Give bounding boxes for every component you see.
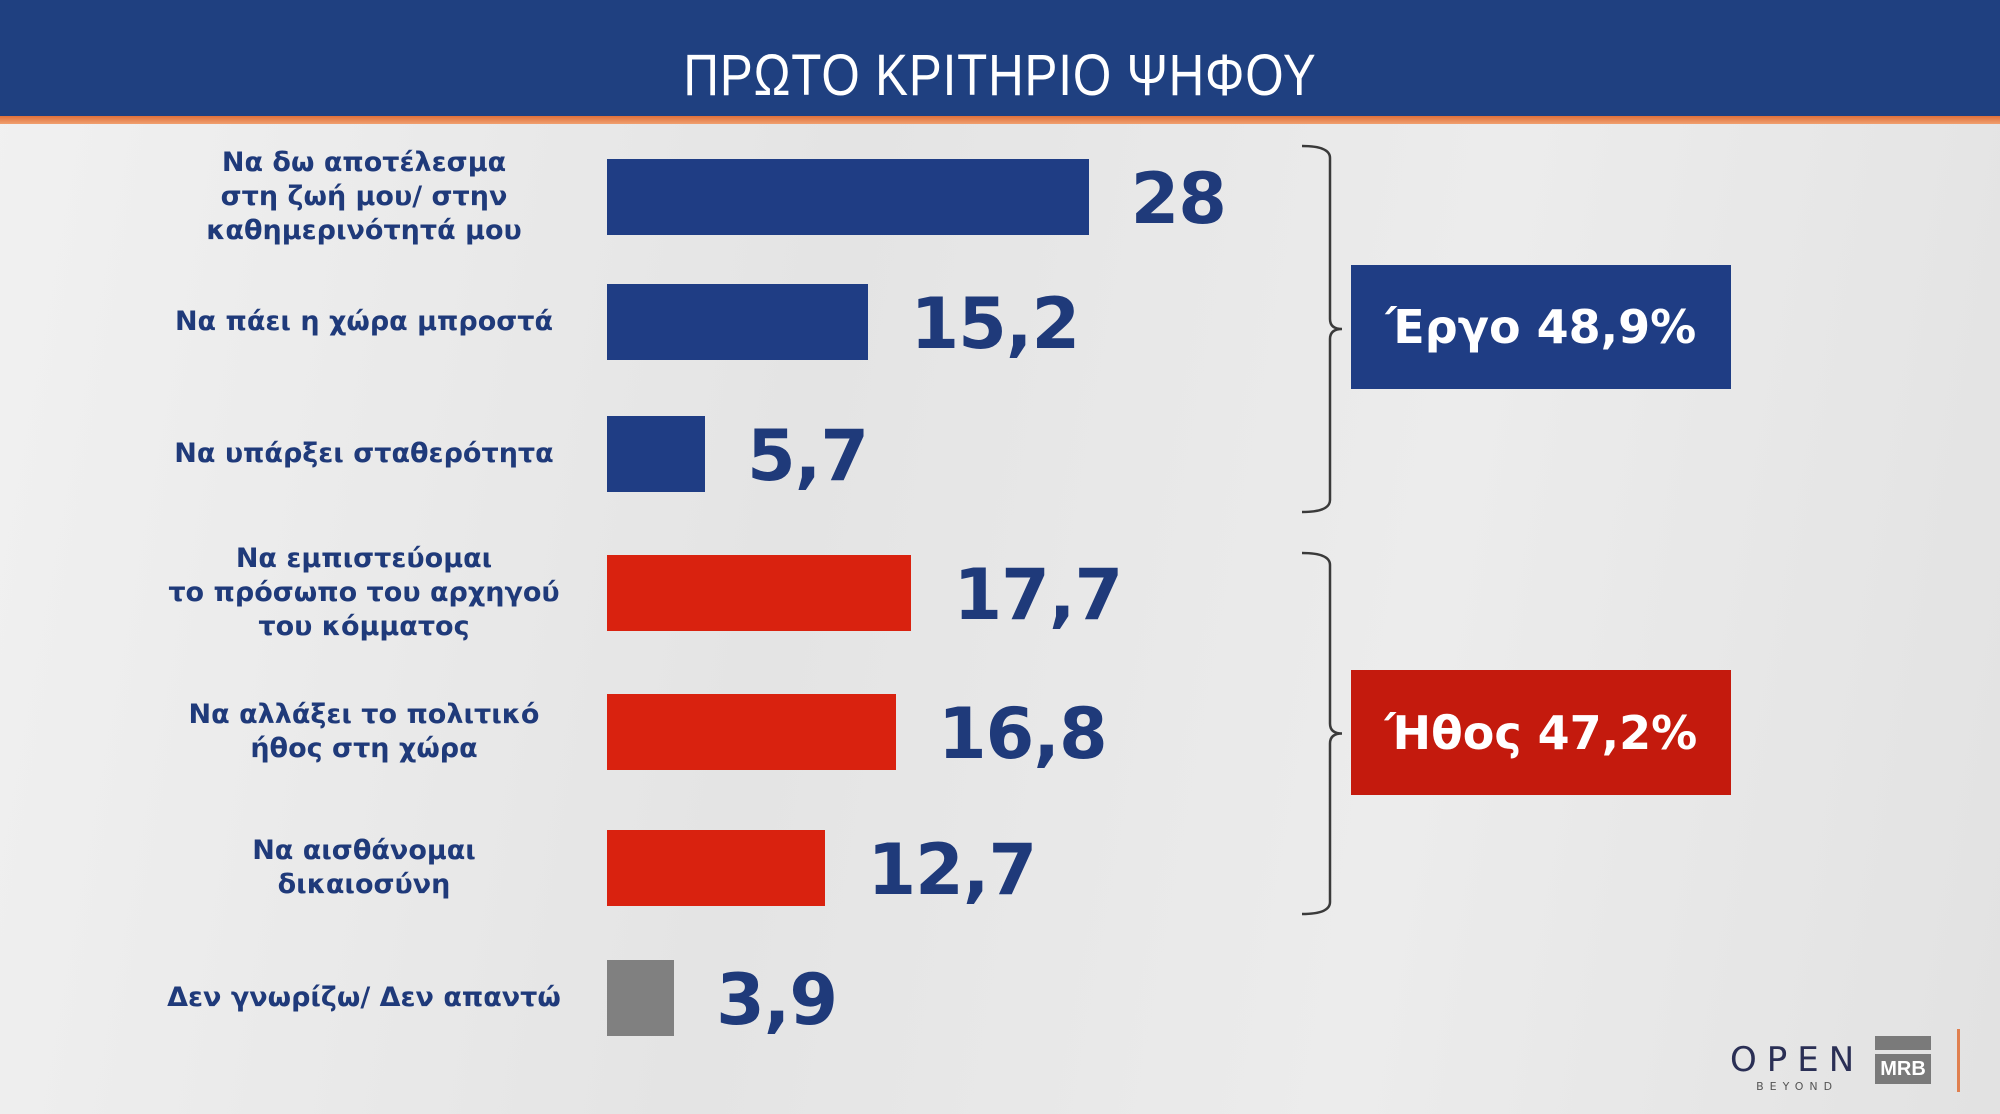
- data-label: 5,7: [747, 415, 869, 497]
- group-bracket: [1301, 551, 1343, 916]
- data-label: 15,2: [910, 283, 1080, 365]
- category-label: Να πάει η χώρα μπροστά: [174, 306, 554, 337]
- category-label: Να αισθάνομαι δικαιοσύνη: [252, 835, 476, 900]
- page-title: ΠΡΩΤΟ ΚΡΙΤΗΡΙΟ ΨΗΦΟΥ: [683, 43, 1317, 108]
- header-bar: [0, 0, 2000, 116]
- bar: [607, 416, 706, 492]
- group-total-box: Έργο 48,9%: [1351, 265, 1731, 389]
- group-total-box: Ήθος 47,2%: [1351, 670, 1731, 795]
- data-label: 28: [1130, 158, 1227, 240]
- bar: [607, 694, 896, 770]
- bar: [607, 284, 869, 360]
- category-label: Να δω αποτέλεσμα στη ζωή μου/ στην καθημερ…: [206, 147, 522, 246]
- data-label: 12,7: [867, 829, 1037, 911]
- bar: [607, 960, 675, 1036]
- category-label: Δεν γνωρίζω/ Δεν απαντώ: [167, 982, 561, 1013]
- bar: [607, 555, 912, 631]
- bar: [607, 830, 826, 906]
- header-accent-line: [0, 116, 2000, 124]
- mrb-logo: MRB: [1875, 1036, 1931, 1084]
- category-label: Να υπάρξει σταθερότητα: [174, 438, 554, 469]
- divider: [1957, 1029, 1960, 1092]
- open-beyond-logo: OPEN BEYOND: [1730, 1040, 1865, 1093]
- data-label: 16,8: [937, 693, 1108, 775]
- data-label: 17,7: [953, 554, 1123, 636]
- category-label: Να εμπιστεύομαι το πρόσωπο του αρχηγού του…: [168, 543, 560, 642]
- category-label: Να αλλάξει το πολιτικό ήθος στη χώρα: [188, 699, 540, 764]
- group-bracket: [1301, 144, 1343, 514]
- bar: [607, 159, 1089, 235]
- data-label: 3,9: [716, 959, 838, 1041]
